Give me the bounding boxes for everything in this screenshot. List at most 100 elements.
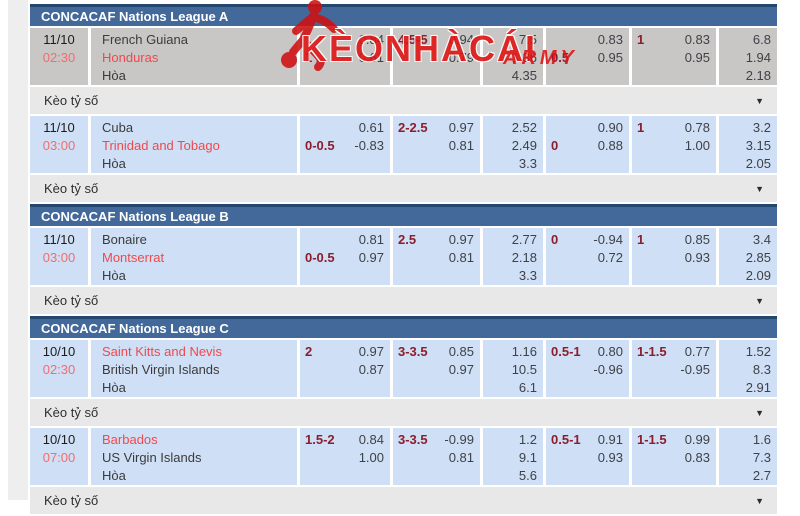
odds-cell[interactable]: 6.8	[752, 32, 771, 47]
odds-cell[interactable]: 10.5	[511, 362, 537, 377]
odds-cell[interactable]: 1.36	[511, 50, 537, 65]
odds-cell[interactable]: 7.5	[518, 32, 537, 47]
odds-cell[interactable]: 0.83	[632, 449, 716, 467]
odds-cell[interactable]: 0.5-1 0.80	[546, 343, 629, 361]
odds-cell[interactable]: 0.81	[393, 137, 480, 155]
score-odds-label: Kèo tỷ số	[44, 493, 99, 508]
odds-cell[interactable]: 1 0.83	[632, 31, 716, 49]
odds-value: 0.97	[448, 232, 474, 247]
odds-cell[interactable]: 0.5 0.95	[546, 49, 629, 67]
odds-cell[interactable]: 6.1	[518, 380, 537, 395]
score-odds-toggle[interactable]: Kèo tỷ số ▼	[30, 175, 777, 202]
odds-cell[interactable]: 1 0.85	[632, 231, 716, 249]
odds-cell[interactable]: 0.95	[632, 49, 716, 67]
odds-cell[interactable]: 0.61	[300, 119, 390, 137]
odds-cell[interactable]: 0.81	[393, 249, 480, 267]
1x2-odds-column: 2.77 2.18 3.3	[483, 228, 543, 285]
odds-cell[interactable]: 1.52	[745, 344, 771, 359]
draw-label: Hòa	[102, 268, 126, 283]
odds-cell[interactable]: 4.35	[511, 68, 537, 83]
odds-value: -0.96	[593, 362, 623, 377]
odds-cell[interactable]: 1.5-2 0.84	[300, 431, 390, 449]
odds-cell[interactable]: 9.1	[518, 450, 537, 465]
odds-cell[interactable]: 7.3	[752, 450, 771, 465]
odds-cell[interactable]: 0.83	[546, 31, 629, 49]
odds-cell[interactable]: 1-1.5 0.99	[632, 431, 716, 449]
odds-cell[interactable]: 1.2	[518, 432, 537, 447]
odds-cell[interactable]: 1.00	[300, 449, 390, 467]
odds-cell[interactable]: 2.85	[745, 250, 771, 265]
match-date: 10/10	[42, 344, 76, 359]
odds-cell[interactable]: 3.3	[518, 268, 537, 283]
handicap-odds-column: 0.84 1 0.61	[300, 28, 390, 85]
odds-cell[interactable]: 1.00	[632, 137, 716, 155]
odds-cell[interactable]: 2.05	[745, 156, 771, 171]
odds-value: 0.97	[358, 344, 384, 359]
score-odds-label: Kèo tỷ số	[44, 293, 99, 308]
match-teams: Saint Kitts and Nevis British Virgin Isla…	[91, 340, 297, 397]
odds-cell[interactable]: 4.5-5 0.94	[393, 31, 480, 49]
odds-cell[interactable]: 1 0.61	[300, 49, 390, 67]
handicap-value: 1	[637, 232, 645, 247]
odds-cell[interactable]: 0.97	[393, 361, 480, 379]
odds-cell[interactable]: 3.15	[745, 138, 771, 153]
score-odds-toggle[interactable]: Kèo tỷ số ▼	[30, 287, 777, 314]
odds-cell[interactable]: 2.77	[511, 232, 537, 247]
total-odds-column: 4.5-5 0.94 0.79	[393, 28, 480, 85]
odds-cell[interactable]: 1.6	[752, 432, 771, 447]
odds-cell[interactable]: 0.84	[300, 31, 390, 49]
odds-cell[interactable]: 8.3	[752, 362, 771, 377]
odds-cell[interactable]: 1 0.78	[632, 119, 716, 137]
odds-cell[interactable]: 1.16	[511, 344, 537, 359]
odds-cell[interactable]: 2.09	[745, 268, 771, 283]
section-header: CONCACAF Nations League A	[30, 4, 777, 26]
odds-cell[interactable]: 0.87	[300, 361, 390, 379]
odds-cell[interactable]: -0.96	[546, 361, 629, 379]
odds-cell[interactable]: 3.4	[752, 232, 771, 247]
handicap-value: 1	[637, 120, 645, 135]
odds-cell[interactable]: 0.72	[546, 249, 629, 267]
odds-cell[interactable]: 0 -0.94	[546, 231, 629, 249]
odds-cell[interactable]: 2.5 0.97	[393, 231, 480, 249]
odds-cell[interactable]: 0.93	[632, 249, 716, 267]
handicap-value: 4.5-5	[398, 32, 428, 47]
odds-cell[interactable]: 2.49	[511, 138, 537, 153]
odds-cell[interactable]: 3-3.5 0.85	[393, 343, 480, 361]
odds-cell[interactable]: 0.93	[546, 449, 629, 467]
odds-cell[interactable]: 5.6	[518, 468, 537, 483]
away-team: Montserrat	[102, 250, 165, 265]
section-header: CONCACAF Nations League B	[30, 204, 777, 226]
odds-cell[interactable]: 0.81	[393, 449, 480, 467]
odds-cell[interactable]: 1-1.5 0.77	[632, 343, 716, 361]
odds-cell[interactable]: 2.18	[511, 250, 537, 265]
odds-cell[interactable]: 0 0.88	[546, 137, 629, 155]
odds-cell[interactable]: 1.94	[745, 50, 771, 65]
score-odds-toggle[interactable]: Kèo tỷ số ▼	[30, 87, 777, 114]
odds-cell[interactable]: 2.91	[745, 380, 771, 395]
odds-cell[interactable]: 2-2.5 0.97	[393, 119, 480, 137]
odds-cell[interactable]: 0.5-1 0.91	[546, 431, 629, 449]
score-odds-label: Kèo tỷ số	[44, 181, 99, 196]
odds-cell[interactable]: 0-0.5 0.97	[300, 249, 390, 267]
match-teams: Bonaire Montserrat Hòa	[91, 228, 297, 285]
odds-cell[interactable]: 0.81	[300, 231, 390, 249]
odds-value: 0.84	[358, 32, 384, 47]
odds-cell[interactable]: -0.95	[632, 361, 716, 379]
score-odds-toggle[interactable]: Kèo tỷ số ▼	[30, 487, 777, 514]
odds-cell[interactable]: 2 0.97	[300, 343, 390, 361]
odds-cell[interactable]: 3-3.5 -0.99	[393, 431, 480, 449]
score-odds-toggle[interactable]: Kèo tỷ số ▼	[30, 399, 777, 426]
odds-cell[interactable]: 0-0.5 -0.83	[300, 137, 390, 155]
handicap-odds-column: 2 0.97 0.87	[300, 340, 390, 397]
handicap-value: 2	[305, 344, 313, 359]
odds-cell[interactable]: 2.7	[752, 468, 771, 483]
odds-cell[interactable]: 3.2	[752, 120, 771, 135]
odds-cell[interactable]: 0.79	[393, 49, 480, 67]
1x2-second-odds-column: 6.8 1.94 2.18	[719, 28, 777, 85]
odds-cell[interactable]: 2.52	[511, 120, 537, 135]
1x2-odds-column: 7.5 1.36 4.35	[483, 28, 543, 85]
odds-cell[interactable]: 2.18	[745, 68, 771, 83]
odds-value: 0.93	[597, 450, 623, 465]
odds-cell[interactable]: 0.90	[546, 119, 629, 137]
odds-cell[interactable]: 3.3	[518, 156, 537, 171]
